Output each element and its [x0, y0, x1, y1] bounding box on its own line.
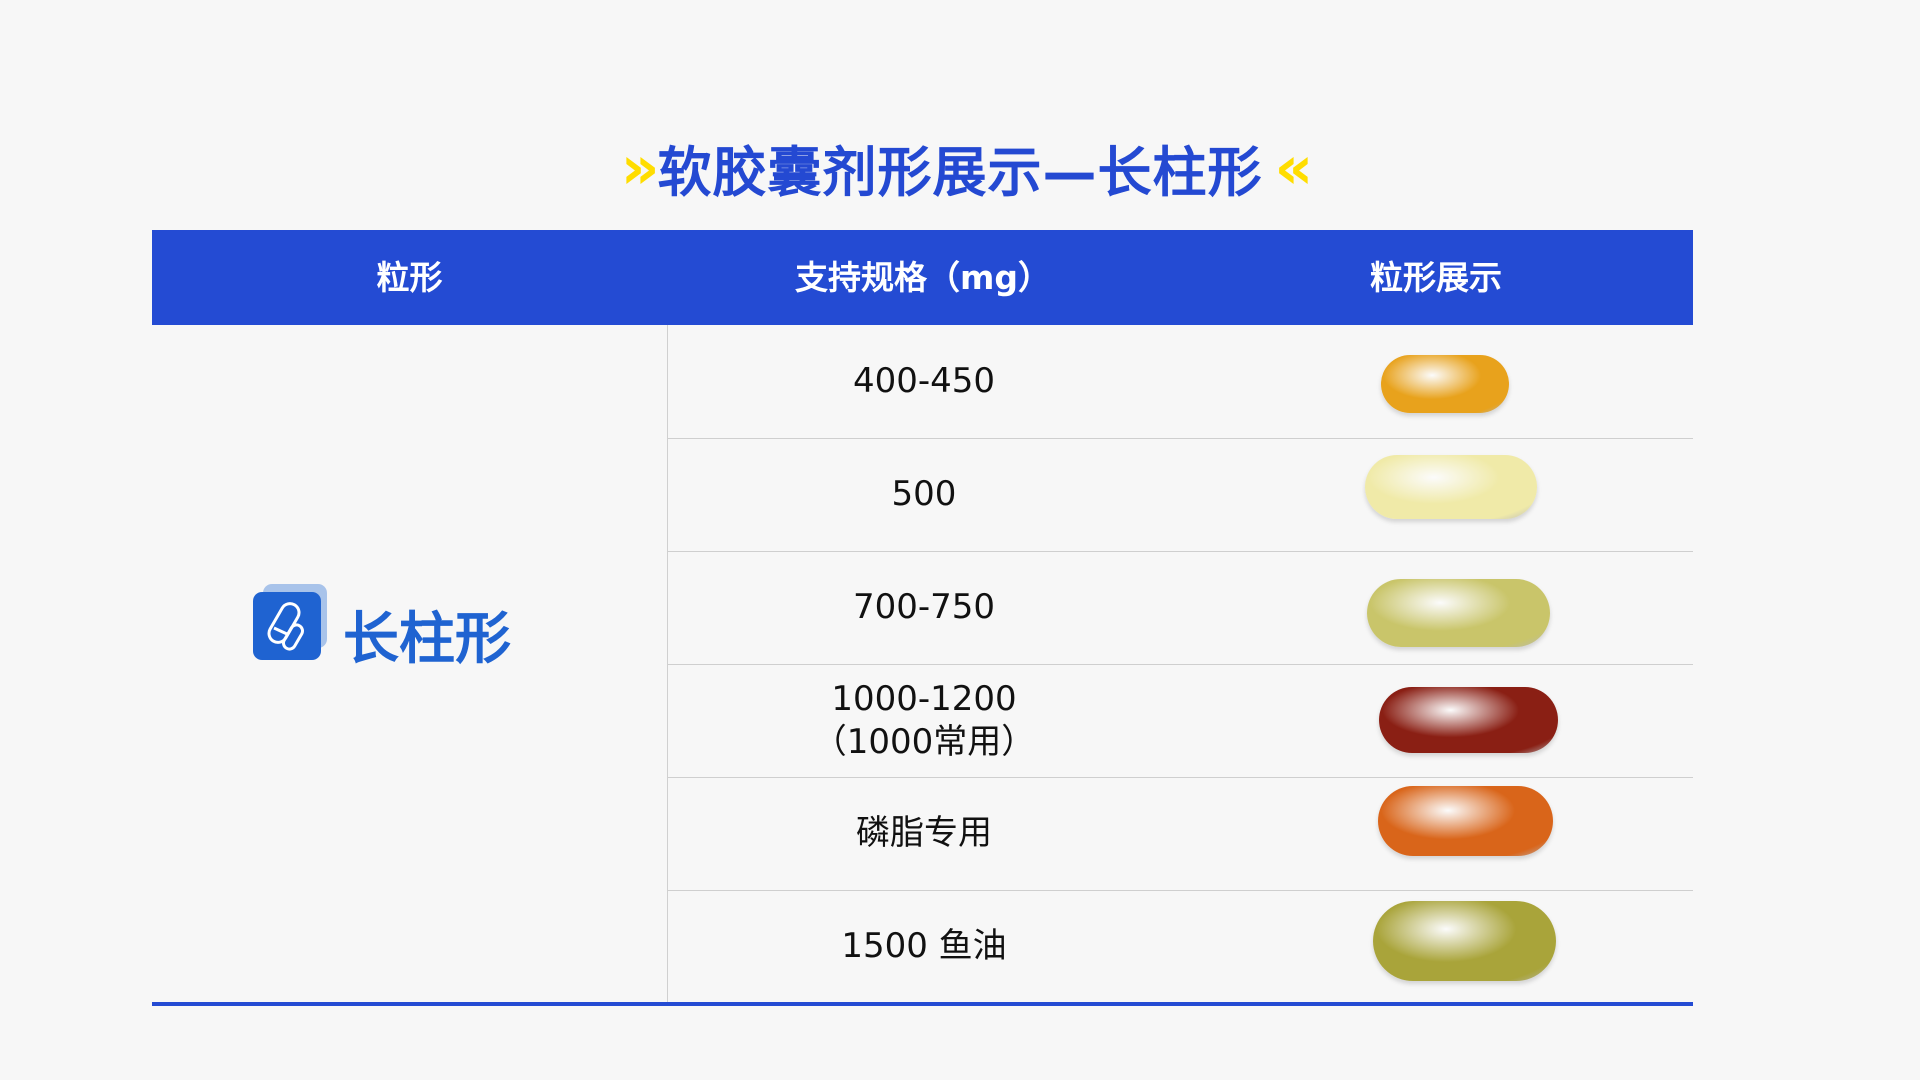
chevron-left-icon: «: [1274, 132, 1314, 203]
table-header: 粒形 支持规格（mg） 粒形展示: [152, 230, 1693, 325]
capsule-image: [1373, 901, 1556, 981]
table-row: 磷脂专用: [668, 777, 1693, 891]
spec-value: 700-750: [852, 587, 996, 627]
table-row: 1000-1200 （1000常用）: [668, 664, 1693, 778]
capsule-image: [1379, 687, 1558, 753]
header-shape: 粒形: [376, 258, 443, 297]
page-title: » 软胶囊剂形展示—长柱形 «: [0, 128, 1920, 207]
spec-value: 1500 鱼油: [841, 926, 1007, 966]
spec-value: 1000-1200 （1000常用）: [812, 678, 1036, 762]
table-bottom-border: [152, 1002, 1693, 1006]
header-display: 粒形展示: [1370, 258, 1502, 297]
capsule-image: [1367, 579, 1550, 647]
table-row: 700-750: [668, 551, 1693, 665]
table-row: 500: [668, 438, 1693, 552]
capsule-image: [1365, 455, 1537, 519]
table-row: 400-450: [668, 325, 1693, 439]
chevron-right-icon: »: [620, 132, 660, 203]
shape-label: 长柱形: [343, 607, 511, 672]
capsule-image: [1378, 786, 1553, 856]
table-row: 1500 鱼油: [668, 890, 1693, 1004]
capsule-pills-icon: [253, 584, 327, 660]
capsule-image: [1381, 355, 1509, 413]
spec-value: 400-450: [852, 361, 996, 401]
spec-value: 磷脂专用: [856, 813, 992, 853]
spec-value: 500: [891, 474, 957, 514]
column-divider: [667, 325, 668, 1002]
title-text: 软胶囊剂形展示—长柱形: [657, 141, 1263, 204]
header-spec: 支持规格（mg）: [794, 258, 1051, 297]
